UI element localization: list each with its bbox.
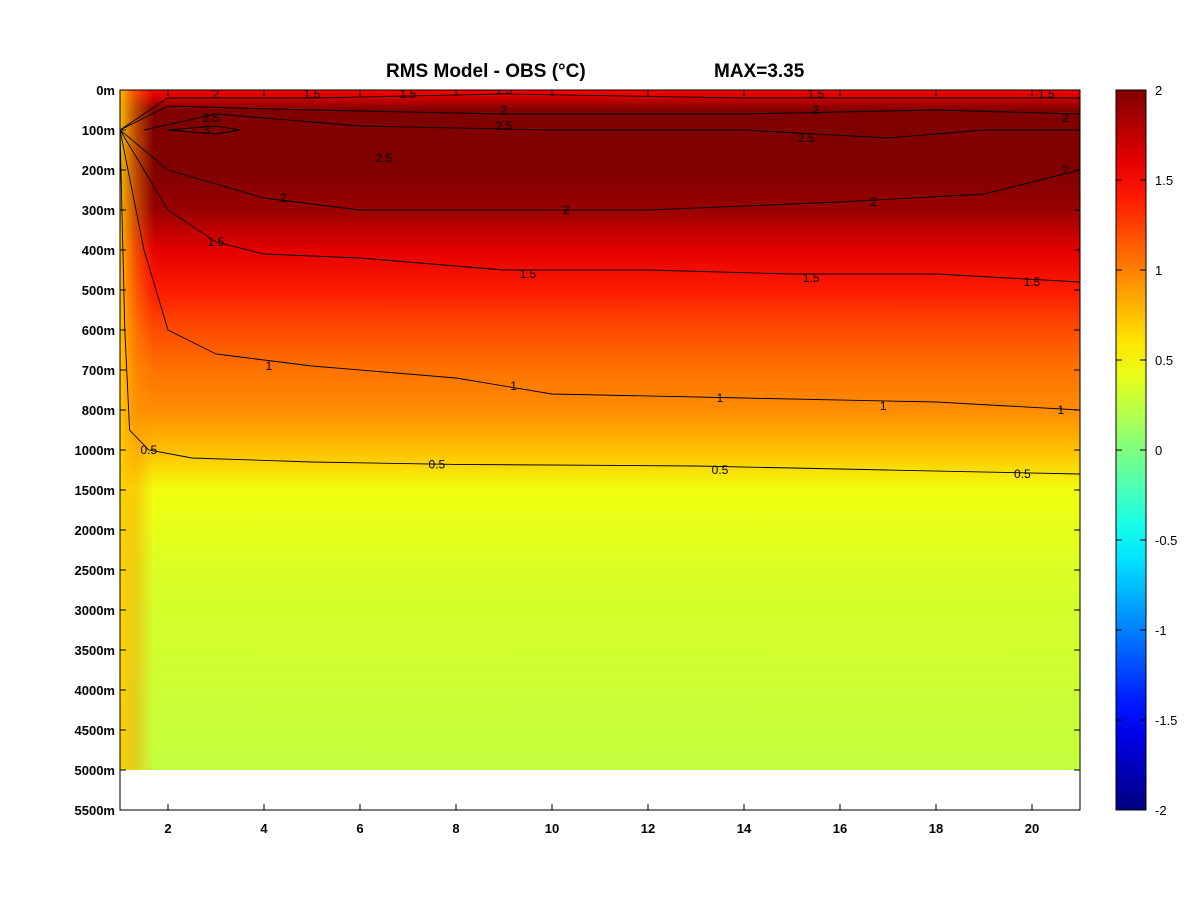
contour-line-2_5-1 xyxy=(143,113,1080,139)
contour-label-22: 1 xyxy=(265,359,272,373)
x-tick-label-16: 16 xyxy=(833,821,847,836)
contour-line-1-6 xyxy=(120,129,1080,411)
contour-line-1_5-4 xyxy=(120,93,1080,131)
contour-line-1_5-5 xyxy=(120,129,1080,283)
y-tick-label-5000m: 5000m xyxy=(75,763,115,778)
contour-label-14: 2 xyxy=(280,191,287,205)
plot-area: 32.52 1.5 1.5 1.522.52.51.522.51.5222221.51… xyxy=(120,83,1080,810)
colorbar-tick-label--2: -2 xyxy=(1155,803,1167,818)
no-data-region xyxy=(120,770,1080,810)
x-tick-label-20: 20 xyxy=(1025,821,1039,836)
contour-label-19: 1.5 xyxy=(520,267,537,281)
contour-label-17: 2 xyxy=(1062,163,1069,177)
contour-label-29: 0.5 xyxy=(712,463,729,477)
contour-label-6: 2 xyxy=(501,103,508,117)
y-tick-label-800m: 800m xyxy=(82,403,115,418)
colorbar-tick-label-1.5: 1.5 xyxy=(1155,173,1173,188)
y-tick-label-600m: 600m xyxy=(82,323,115,338)
x-axis: 2 4 6 8 10 12 14 16 18 20 xyxy=(164,90,1039,836)
contour-label-23: 1 xyxy=(510,379,517,393)
y-tick-label-1000m: 1000m xyxy=(75,443,115,458)
y-axis: 0m 100m 200m 300m 400m 500m 600m 700m 800m 1000m 1… xyxy=(75,83,1080,818)
y-tick-label-4000m: 4000m xyxy=(75,683,115,698)
x-tick-label-6: 6 xyxy=(356,821,363,836)
contour-label-11: 2.5 xyxy=(798,131,815,145)
contour-lines xyxy=(120,93,1080,475)
y-tick-label-2500m: 2500m xyxy=(75,563,115,578)
contour-label-13: 2 xyxy=(1062,111,1069,125)
contour-label-28: 0.5 xyxy=(428,457,445,471)
contour-label-18: 1.5 xyxy=(208,235,225,249)
x-tick-label-2: 2 xyxy=(164,821,171,836)
contour-label-3: 1.5 xyxy=(304,87,321,101)
colorbar-tick-label-0.5: 0.5 xyxy=(1155,353,1173,368)
contour-label-25: 1 xyxy=(880,399,887,413)
colorbar-tick-label--1.5: -1.5 xyxy=(1155,713,1177,728)
colorbar-ticks: 2 1.5 1 0.5 0 -0.5 -1 -1.5 -2 xyxy=(1116,83,1177,818)
contour-label-21: 1.5 xyxy=(1024,275,1041,289)
contour-label-1: 2.5 xyxy=(203,111,220,125)
x-tick-label-18: 18 xyxy=(929,821,943,836)
heatmap-field xyxy=(120,90,1080,770)
contour-label-9: 1.5 xyxy=(808,87,825,101)
contour-label-12: 1.5 xyxy=(1038,87,1055,101)
contour-labels: 32.52 1.5 1.5 1.522.52.51.522.51.5222221.51… xyxy=(140,83,1069,481)
y-tick-label-500m: 500m xyxy=(82,283,115,298)
y-tick-label-3000m: 3000m xyxy=(75,603,115,618)
contour-line-2-2 xyxy=(120,105,1080,131)
contour-line-0_5-7 xyxy=(120,129,1080,475)
contour-label-24: 1 xyxy=(717,391,724,405)
colorbar-tick-label--0.5: -0.5 xyxy=(1155,533,1177,548)
colorbar-tick-label-1: 1 xyxy=(1155,263,1162,278)
colorbar-tick-label-2: 2 xyxy=(1155,83,1162,98)
y-tick-label-400m: 400m xyxy=(82,243,115,258)
y-tick-label-5500m: 5500m xyxy=(75,803,115,818)
x-tick-label-8: 8 xyxy=(452,821,459,836)
y-tick-label-200m: 200m xyxy=(82,163,115,178)
contour-label-20: 1.5 xyxy=(803,271,820,285)
y-tick-label-1500m: 1500m xyxy=(75,483,115,498)
colorbar-tick-label-0: 0 xyxy=(1155,443,1162,458)
x-tick-label-10: 10 xyxy=(545,821,559,836)
x-tick-label-14: 14 xyxy=(737,821,752,836)
heatmap-left-edge-shading xyxy=(120,90,154,770)
y-tick-label-3500m: 3500m xyxy=(75,643,115,658)
colorbar-tick-label--1: -1 xyxy=(1155,623,1167,638)
y-tick-label-300m: 300m xyxy=(82,203,115,218)
contour-label-15: 2 xyxy=(563,203,570,217)
x-tick-label-4: 4 xyxy=(260,821,268,836)
contour-label-16: 2 xyxy=(870,195,877,209)
contour-label-8: 2.5 xyxy=(376,151,393,165)
chart-max-label: MAX=3.35 xyxy=(714,61,805,82)
y-tick-label-100m: 100m xyxy=(82,123,115,138)
y-tick-label-4500m: 4500m xyxy=(75,723,115,738)
contour-label-5: 1.5 xyxy=(496,83,513,97)
contour-label-2: 2 xyxy=(213,87,220,101)
contour-label-4: 1.5 xyxy=(400,87,417,101)
contour-label-27: 0.5 xyxy=(140,443,157,457)
contour-label-26: 1 xyxy=(1057,403,1064,417)
y-tick-label-700m: 700m xyxy=(82,363,115,378)
chart-title: RMS Model - OBS (°C) xyxy=(386,61,586,82)
contour-label-10: 2 xyxy=(813,103,820,117)
x-tick-label-12: 12 xyxy=(641,821,655,836)
contour-line-3-0 xyxy=(167,125,241,135)
contour-label-0: 3 xyxy=(203,123,210,137)
contour-label-30: 0.5 xyxy=(1014,467,1031,481)
y-tick-label-2000m: 2000m xyxy=(75,523,115,538)
contour-line-2-3 xyxy=(120,129,1080,211)
contour-label-7: 2.5 xyxy=(496,119,513,133)
y-tick-label-0m: 0m xyxy=(96,83,115,98)
